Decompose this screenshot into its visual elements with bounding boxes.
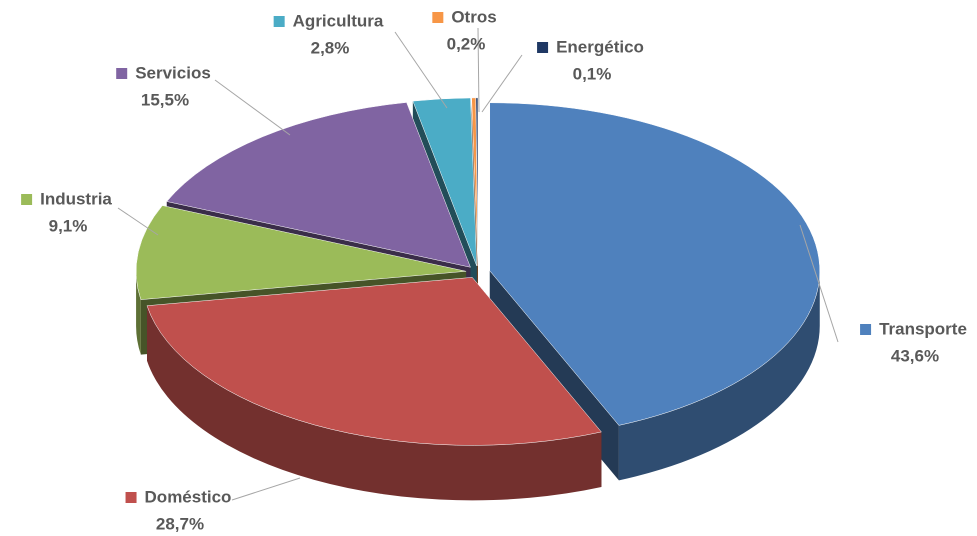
legend-swatch bbox=[21, 194, 33, 205]
slice bbox=[475, 97, 479, 266]
value-label: 0,2% bbox=[447, 34, 486, 53]
slice-label: Doméstico bbox=[145, 487, 232, 506]
value-label: 0,1% bbox=[573, 64, 612, 83]
value-label: 15,5% bbox=[141, 90, 189, 109]
slice bbox=[146, 277, 602, 446]
slice-label: Industria bbox=[40, 189, 112, 208]
leader-line bbox=[214, 79, 291, 136]
legend-swatch bbox=[432, 12, 444, 23]
legend-swatch bbox=[116, 68, 128, 79]
leader-line bbox=[231, 477, 301, 501]
legend-swatch bbox=[273, 16, 285, 27]
leader-line bbox=[477, 27, 480, 113]
slice-label: Energético bbox=[556, 37, 644, 56]
slice-side bbox=[146, 305, 602, 501]
leader-line bbox=[394, 31, 448, 109]
slice-label: Servicios bbox=[135, 63, 211, 82]
slice bbox=[412, 97, 477, 267]
slice bbox=[135, 205, 467, 300]
legend-swatch bbox=[125, 492, 137, 503]
legend-swatch bbox=[537, 42, 549, 53]
slice-side bbox=[136, 271, 141, 355]
leader-line bbox=[799, 224, 839, 343]
leader-line bbox=[481, 54, 523, 113]
value-label: 9,1% bbox=[49, 216, 88, 235]
value-label: 2,8% bbox=[311, 38, 350, 57]
slice bbox=[489, 102, 820, 426]
leader-line bbox=[117, 207, 159, 236]
slice-label: Transporte bbox=[879, 319, 967, 338]
slice-side bbox=[618, 270, 820, 481]
value-label: 28,7% bbox=[156, 514, 204, 533]
slice-label: Agricultura bbox=[293, 11, 384, 30]
slice-label: Otros bbox=[451, 7, 496, 26]
legend-swatch bbox=[860, 324, 872, 335]
slice bbox=[166, 102, 471, 268]
value-label: 43,6% bbox=[891, 346, 939, 365]
